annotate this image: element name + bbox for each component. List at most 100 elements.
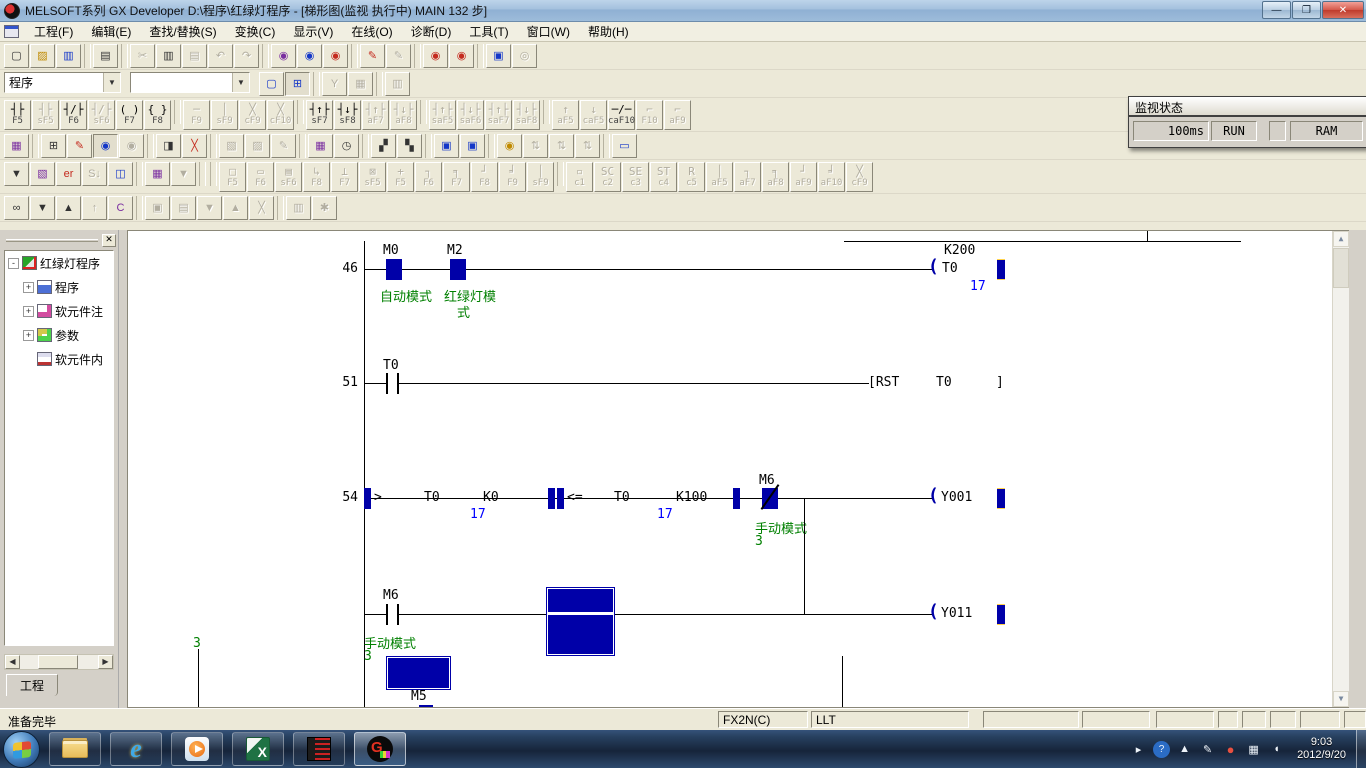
insert-column-button[interactable]: ⇅ — [575, 134, 600, 158]
invert-result-button[interactable]: ─/─ caF10 — [608, 100, 635, 130]
sfc-branch1-button[interactable]: ┐ aF7 — [734, 162, 761, 192]
contact-M6[interactable] — [386, 604, 399, 625]
ladder-view-button[interactable]: ⊞ — [41, 134, 66, 158]
plc-write-button[interactable]: ▼ — [4, 162, 29, 186]
tree-item-3[interactable]: + 参数 — [5, 323, 113, 347]
taskbar-explorer[interactable] — [49, 732, 101, 766]
open-contact-button[interactable]: ┤├ F5 — [4, 100, 31, 130]
sfc-selection-button[interactable]: ┐ F6 — [415, 162, 442, 192]
sfc-par-end-button[interactable]: ╛ F9 — [499, 162, 526, 192]
zoom-in-button[interactable]: ◉ — [423, 44, 448, 68]
sfc-sel-end-button[interactable]: ┘ F8 — [471, 162, 498, 192]
comment-edit-mode-button[interactable]: ✎ — [386, 44, 411, 68]
splitter[interactable] — [119, 230, 127, 708]
expand-icon[interactable]: + — [23, 329, 34, 341]
program-up-button[interactable]: ▞ — [371, 134, 396, 158]
search-up-button[interactable]: ▲ — [56, 196, 81, 220]
sfc-line-button[interactable]: │ aF5 — [706, 162, 733, 192]
coil-button[interactable]: ( ) F7 — [116, 100, 143, 130]
zoom-out-button[interactable]: ◉ — [449, 44, 474, 68]
scroll-left-icon[interactable]: ◀ — [5, 655, 20, 669]
print-button[interactable]: ▤ — [93, 44, 118, 68]
scroll-down-button[interactable]: ▼ — [171, 162, 196, 186]
closed-contact-button[interactable]: ┤/├ F6 — [60, 100, 87, 130]
sfc-end-button[interactable]: ⊥ F7 — [331, 162, 358, 192]
register-down-button[interactable]: ▼ — [197, 196, 222, 220]
write-mode-monitor-button[interactable]: ✎ — [67, 134, 92, 158]
sfc-series-button[interactable]: ▤ sF6 — [275, 162, 302, 192]
rising-pulse-close-or-button[interactable]: ┤↑├ saF7 — [485, 100, 512, 130]
save-project-button[interactable]: ▥ — [56, 44, 81, 68]
sfc-dummy-button[interactable]: ⊠ sF5 — [359, 162, 386, 192]
ladder-vscrollbar[interactable]: ▲ ▼ — [1332, 231, 1349, 707]
coil-T0[interactable]: ( — [928, 256, 939, 277]
search-down-button[interactable]: ▼ — [30, 196, 55, 220]
taskbar-media-player[interactable] — [171, 732, 223, 766]
drag-hand-button[interactable]: ✱ — [312, 196, 337, 220]
sfc-transition-button[interactable]: + F5 — [387, 162, 414, 192]
scroll-thumb[interactable] — [38, 655, 78, 669]
coil-Y001[interactable]: ( — [928, 485, 939, 506]
sfc-merge2-button[interactable]: ╛ aF10 — [818, 162, 845, 192]
delete-row-button[interactable]: ⇅ — [549, 134, 574, 158]
menu-item-3[interactable]: 查找/替换(S) — [149, 25, 217, 39]
split-view-button[interactable]: ◫ — [108, 162, 133, 186]
rising-pulse-or-button[interactable]: ┤↑├ aF7 — [362, 100, 389, 130]
minimize-button[interactable]: — — [1262, 1, 1291, 19]
sfc-delete-button[interactable]: ╳ cF9 — [846, 162, 873, 192]
ladder-rail[interactable] — [997, 259, 1005, 280]
delete-device-button[interactable]: ╳ — [182, 134, 207, 158]
ladder-editor[interactable]: ▲ ▼ 46 M0 M2 自动模式 红绿灯模式(T0 K200 17 51 T0 [RST T0] 5… — [127, 230, 1349, 708]
register-delete-button[interactable]: ╳ — [249, 196, 274, 220]
collapse-icon[interactable]: - — [8, 257, 19, 269]
project-tree-toggle-button[interactable]: ⊞ — [285, 72, 310, 96]
menu-item-2[interactable]: 编辑(E) — [91, 25, 132, 39]
register-block-button[interactable]: ▣ — [145, 196, 170, 220]
sfc-parallel-button[interactable]: ╕ F7 — [443, 162, 470, 192]
cut-button[interactable]: ✂ — [130, 44, 155, 68]
ladder-rail[interactable] — [997, 604, 1005, 625]
contact-M5-energized[interactable] — [419, 705, 433, 707]
find-device-button[interactable]: ◉ — [271, 44, 296, 68]
taskbar-gx-developer[interactable] — [354, 732, 406, 766]
device-batch-monitor-button[interactable]: ▦ — [308, 134, 333, 158]
tile-windows-button[interactable]: ▣ — [486, 44, 511, 68]
sidebar-grip[interactable] — [6, 238, 98, 242]
find-next-button[interactable]: ∞ — [4, 196, 29, 220]
monitor-mode-button[interactable]: ◉ — [93, 134, 118, 158]
tree-item-2[interactable]: + 软元件注 — [5, 299, 113, 323]
page-copy-button[interactable]: ▧ — [30, 162, 55, 186]
maximize-button[interactable]: ❐ — [1292, 1, 1321, 19]
edge-relay2-button[interactable]: ⌐ aF9 — [664, 100, 691, 130]
horizontal-line-button[interactable]: ─ F9 — [183, 100, 210, 130]
open-project-button[interactable]: ▨ — [30, 44, 55, 68]
close-button[interactable]: ✕ — [1322, 1, 1364, 19]
project-tab[interactable]: 工程 — [6, 674, 58, 696]
taskbar-plc-tool[interactable] — [293, 732, 345, 766]
copy-button[interactable]: ▥ — [156, 44, 181, 68]
comment-search-button[interactable]: ◉ — [497, 134, 522, 158]
media-tray-icon[interactable]: ▸ — [1135, 743, 1142, 756]
menu-item-9[interactable]: 窗口(W) — [526, 25, 570, 39]
error-jump-button[interactable]: er — [56, 162, 81, 186]
project-compare-button[interactable]: ◎ — [512, 44, 537, 68]
redo-button[interactable]: ↷ — [234, 44, 259, 68]
open-contact-or-button[interactable]: ┤├ sF5 — [32, 100, 59, 130]
cursor-M5[interactable] — [386, 656, 451, 690]
show-desktop-button[interactable] — [1356, 730, 1366, 768]
falling-pulse-or-button[interactable]: ┤↓├ aF8 — [390, 100, 417, 130]
ladder-bb[interactable] — [733, 488, 740, 509]
sidebar-hscrollbar[interactable]: ◀ ▶ — [4, 654, 114, 670]
data-type-combo[interactable]: 程序 ▼ — [4, 72, 121, 93]
comment-display-button[interactable]: ▭ — [612, 134, 637, 158]
sfc-branch2-button[interactable]: ╕ aF8 — [762, 162, 789, 192]
menu-item-1[interactable]: 工程(F) — [34, 25, 74, 39]
ladder-bb[interactable] — [548, 488, 555, 509]
pulse-down-button[interactable]: ↓ caF5 — [580, 100, 607, 130]
sfc-jump-button[interactable]: ↳ F8 — [303, 162, 330, 192]
volume-tray-icon[interactable]: ◖ — [1273, 743, 1280, 755]
window-next-button[interactable]: ▣ — [460, 134, 485, 158]
rising-pulse-button[interactable]: ┤↑├ sF7 — [306, 100, 333, 130]
taskbar-excel[interactable] — [232, 732, 284, 766]
